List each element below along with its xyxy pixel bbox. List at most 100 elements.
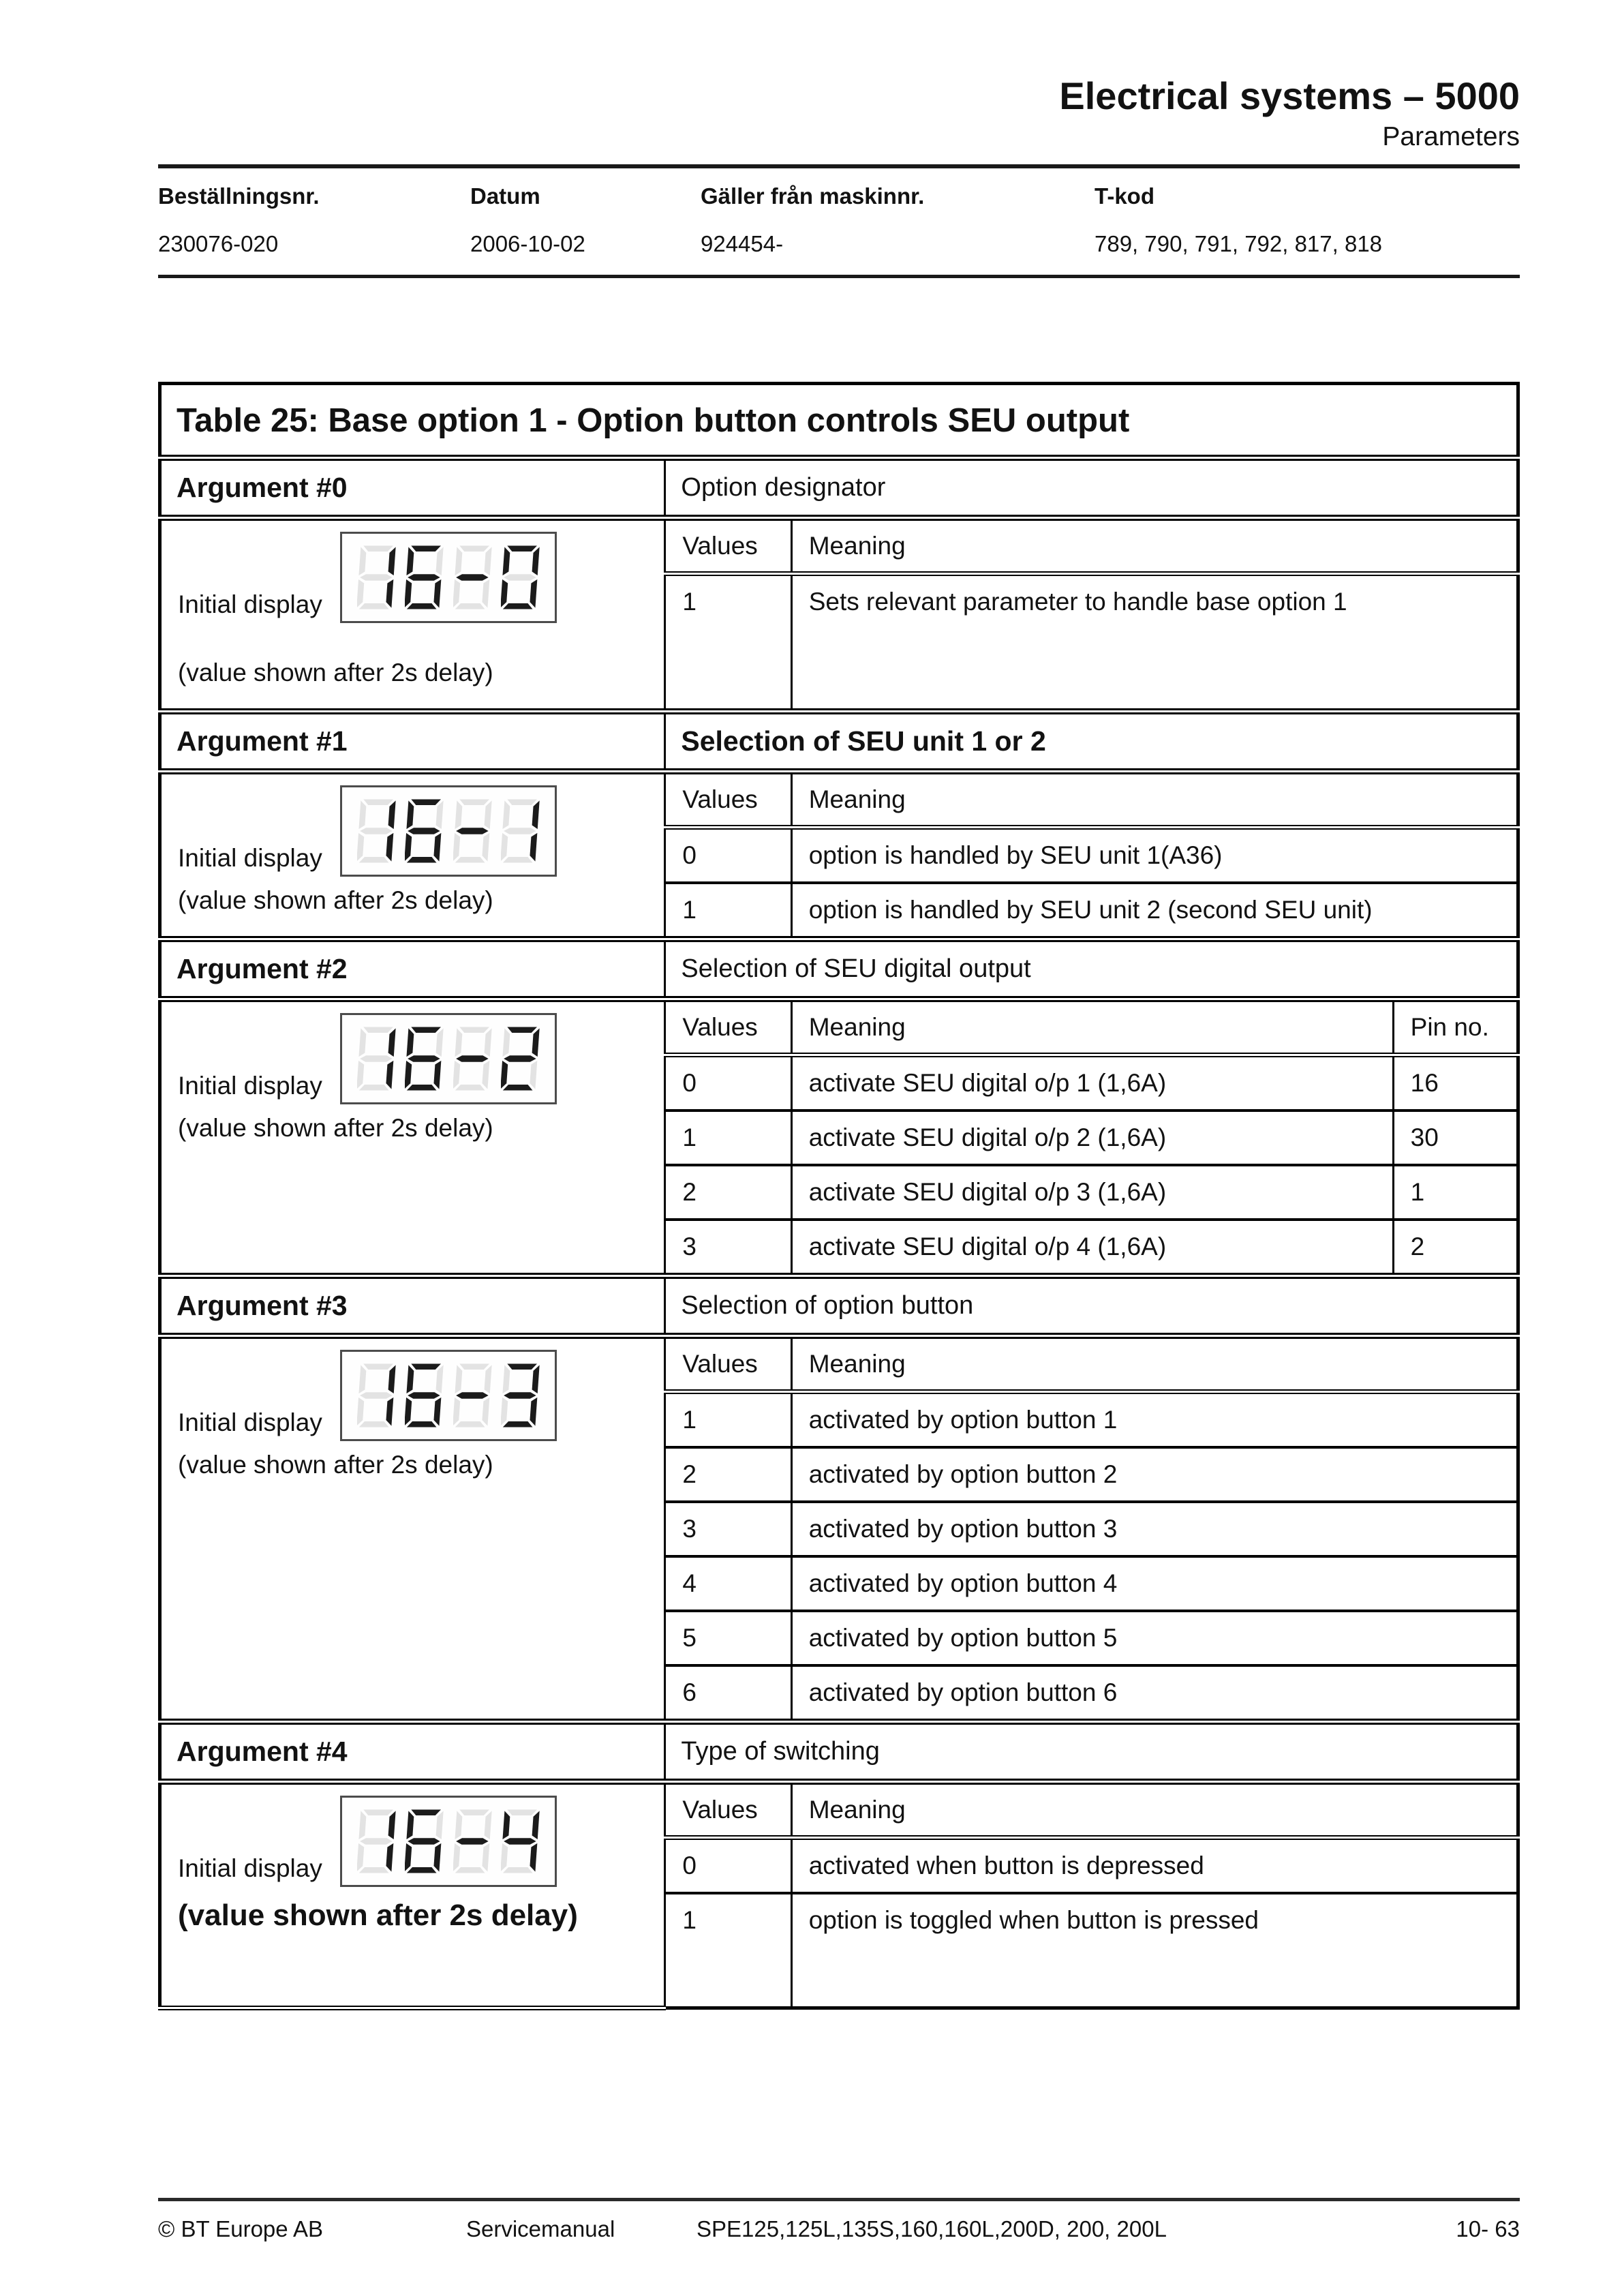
pin-cell: 1 [1392,1164,1518,1220]
seven-segment-digit [453,545,492,609]
meaning-cell: activate SEU digital o/p 4 (1,6A) [791,1218,1394,1276]
display-caption: (value shown after 2s delay) [178,886,493,914]
value-cell: 0 [664,1053,793,1111]
seven-segment-digit [356,1363,396,1428]
meaning-header: Meaning [791,1781,1518,1840]
value-cell: 1 [664,1390,793,1447]
table-25: Table 25: Base option 1 - Option button … [158,382,1520,2010]
meaning-header: Meaning [791,1335,1518,1394]
meaning-cell: option is toggled when button is pressed [791,1892,1518,2008]
initial-display-label: Initial display [178,1408,322,1436]
meaning-header: Meaning [791,517,1518,576]
meaning-cell: activated by option button 2 [791,1446,1518,1502]
display-caption: (value shown after 2s delay) [178,1114,493,1142]
header-divider-bottom [158,275,1520,278]
value-cell: 6 [664,1664,793,1722]
value-cell: 0 [664,826,793,883]
initial-display-label: Initial display [178,844,322,872]
table-title: Table 25: Base option 1 - Option button … [159,383,1518,461]
seven-segment-digit [500,1363,540,1428]
meaning-cell: activated by option button 3 [791,1500,1518,1556]
pin-cell: 16 [1392,1053,1518,1111]
initial-display-label: Initial display [178,590,322,618]
argument-2-display-cell: Initial display (value shown after 2s de… [159,999,667,1278]
seven-segment-display [339,785,557,877]
seven-segment-digit [500,799,540,863]
argument-2-name: Argument #2 [159,936,667,1002]
meta-label-order-no: Beställningsnr. [158,183,320,209]
value-cell: 0 [664,1836,793,1893]
meaning-cell: activate SEU digital o/p 1 (1,6A) [791,1053,1394,1111]
seven-segment-digit [500,1027,540,1091]
argument-1-description: Selection of SEU unit 1 or 2 [664,708,1518,774]
footer-copyright: © BT Europe AB [158,2216,324,2241]
meta-value-valid-from: 924454- [701,231,784,256]
seven-segment-digit [453,1363,492,1428]
value-cell: 1 [664,572,793,712]
meaning-cell: activate SEU digital o/p 2 (1,6A) [791,1109,1394,1165]
argument-0-description: Option designator [664,455,1518,521]
value-cell: 5 [664,1610,793,1665]
doc-header: Beställningsnr. Datum Gäller från maskin… [158,183,1520,257]
argument-3-name: Argument #3 [159,1273,667,1339]
seven-segment-digit [405,545,444,609]
seven-segment-digit [453,1027,492,1091]
value-cell: 2 [664,1164,793,1220]
seven-segment-display [339,1796,557,1887]
page-title: Electrical systems – 5000 [1059,74,1520,117]
seven-segment-display [339,1350,557,1441]
meta-value-t-code: 789, 790, 791, 792, 817, 818 [1095,231,1383,256]
seven-segment-display [339,1013,557,1104]
initial-display-label: Initial display [178,1072,322,1100]
values-header: Values [664,517,793,576]
argument-1-display-cell: Initial display (value shown after 2s de… [159,771,667,941]
header-divider-top [158,164,1520,168]
footer-page-number: 10- 63 [1456,2216,1520,2241]
meaning-cell: activated by option button 5 [791,1610,1518,1665]
seven-segment-digit [356,1809,396,1873]
meta-value-date: 2006-10-02 [470,231,585,256]
argument-4-display-cell: Initial display (value shown after 2s de… [159,1781,667,2010]
seven-segment-digit [453,799,492,863]
values-header: Values [664,999,793,1057]
meaning-cell: activate SEU digital o/p 3 (1,6A) [791,1164,1394,1220]
display-caption: (value shown after 2s delay) [178,659,493,686]
footer-models: SPE125,125L,135S,160,160L,200D, 200, 200… [697,2216,1167,2241]
meta-label-valid-from: Gäller från maskinnr. [701,183,925,209]
seven-segment-digit [500,545,540,609]
value-cell: 3 [664,1500,793,1556]
argument-2-description: Selection of SEU digital output [664,936,1518,1002]
argument-3-description: Selection of option button [664,1273,1518,1339]
argument-0-display-cell: Initial display (value shown after 2s de… [159,517,667,714]
seven-segment-digit [453,1809,492,1873]
meta-label-date: Datum [470,183,540,209]
seven-segment-digit [405,1363,444,1428]
meta-value-order-no: 230076-020 [158,231,279,256]
meaning-cell: option is handled by SEU unit 2 (second … [791,881,1518,939]
seven-segment-digit [405,1809,444,1873]
meaning-cell: activated by option button 4 [791,1555,1518,1611]
initial-display-label: Initial display [178,1854,322,1882]
seven-segment-digit [405,799,444,863]
value-cell: 1 [664,1109,793,1165]
page-content: Electrical systems – 5000 Parameters Bes… [158,0,1520,2010]
seven-segment-digit [356,545,396,609]
pin-cell: 2 [1392,1218,1518,1276]
values-header: Values [664,1335,793,1394]
page-subtitle: Parameters [1382,122,1520,151]
value-cell: 3 [664,1218,793,1276]
meaning-cell: activated when button is depressed [791,1836,1518,1893]
seven-segment-digit [356,1027,396,1091]
meaning-cell: Sets relevant parameter to handle base o… [791,572,1518,712]
meaning-cell: activated by option button 6 [791,1664,1518,1722]
meaning-cell: option is handled by SEU unit 1(A36) [791,826,1518,883]
value-cell: 4 [664,1555,793,1611]
argument-4-description: Type of switching [664,1719,1518,1785]
pin-no-header: Pin no. [1392,999,1518,1057]
pin-cell: 30 [1392,1109,1518,1165]
display-caption: (value shown after 2s delay) [178,1899,578,1932]
meta-label-t-code: T-kod [1095,183,1154,209]
display-caption: (value shown after 2s delay) [178,1451,493,1479]
value-cell: 2 [664,1446,793,1502]
footer-divider [158,2198,1520,2201]
